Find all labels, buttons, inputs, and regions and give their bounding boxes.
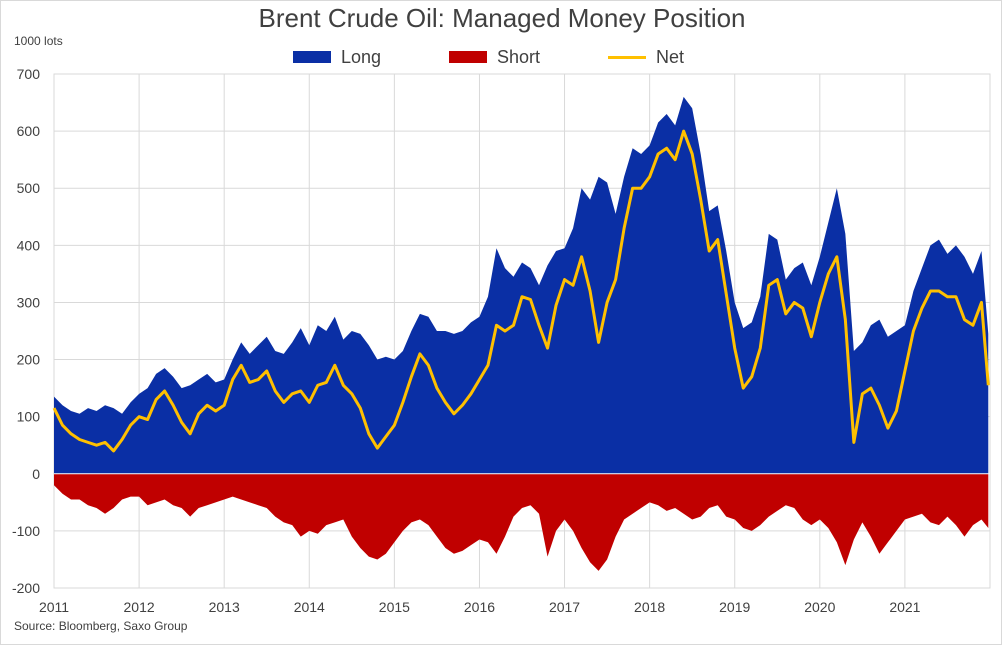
series-short-area <box>54 473 989 571</box>
x-tick-label: 2018 <box>634 599 665 615</box>
y-tick-label: 0 <box>32 466 40 482</box>
legend-item-net: Net <box>608 46 684 68</box>
series-net-line <box>52 129 990 453</box>
x-tick-label: 2020 <box>804 599 835 615</box>
axes: 700 600 500 400 300 200 100 0 -100 -200 2011 2012 20… <box>12 66 921 615</box>
x-tick-label: 2015 <box>379 599 410 615</box>
x-tick-label: 2017 <box>549 599 580 615</box>
x-tick-label: 2014 <box>294 599 325 615</box>
legend-label-net: Net <box>656 46 685 67</box>
legend-label-long: Long <box>341 46 382 67</box>
legend-item-short: Short <box>449 46 540 68</box>
y-tick-label: -200 <box>12 580 40 596</box>
x-tick-label: 2013 <box>209 599 240 615</box>
x-tick-label: 2011 <box>39 599 69 615</box>
y-tick-label: 700 <box>17 66 41 82</box>
source-note: Source: Bloomberg, Saxo Group <box>14 619 188 633</box>
legend: Long Short Net <box>0 46 1004 68</box>
y-tick-label: 500 <box>17 180 41 196</box>
y-tick-label: 600 <box>17 123 41 139</box>
y-tick-label: -100 <box>12 523 40 539</box>
chart-title: Brent Crude Oil: Managed Money Position <box>258 3 746 33</box>
series-layer <box>52 96 990 571</box>
x-tick-label: 2019 <box>719 599 750 615</box>
legend-label-short: Short <box>497 46 541 67</box>
unit-label: 1000 lots <box>14 34 63 48</box>
y-tick-label: 300 <box>17 294 41 310</box>
legend-swatch-long <box>293 51 331 63</box>
y-tick-label: 100 <box>17 409 41 425</box>
x-tick-label: 2021 <box>889 599 920 615</box>
series-long-area <box>54 96 989 474</box>
legend-swatch-net <box>608 55 646 59</box>
legend-swatch-short <box>449 51 487 63</box>
x-tick-label: 2016 <box>464 599 495 615</box>
x-tick-label: 2012 <box>124 599 155 615</box>
legend-item-long: Long <box>293 46 381 68</box>
y-tick-label: 400 <box>17 237 41 253</box>
y-tick-label: 200 <box>17 352 41 368</box>
